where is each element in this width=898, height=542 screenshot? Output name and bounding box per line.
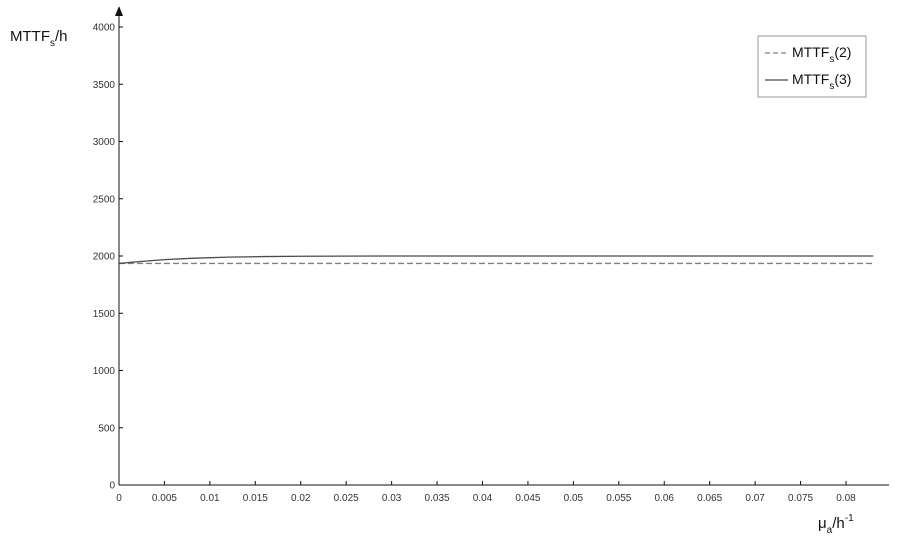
y-axis-title: MTTFs/h: [10, 28, 68, 49]
legend-label-series-2: MTTFs(2): [792, 44, 851, 65]
legend: MTTFs(2) MTTFs(3): [757, 35, 867, 98]
y-tick-label: 3000: [93, 137, 116, 148]
x-tick-label: 0.02: [291, 493, 311, 504]
y-axis-arrow: [115, 6, 123, 16]
x-tick-label: 0.075: [788, 493, 813, 504]
x-tick-label: 0.03: [382, 493, 402, 504]
y-tick-label: 4000: [93, 23, 116, 34]
y-tick-label: 3500: [93, 80, 116, 91]
x-tick-label: 0.01: [200, 493, 220, 504]
x-tick-label: 0.07: [745, 493, 765, 504]
x-tick-label: 0.025: [334, 493, 359, 504]
x-tick-label: 0.06: [655, 493, 675, 504]
y-tick-label: 2500: [93, 194, 116, 205]
x-tick-label: 0.065: [697, 493, 722, 504]
y-tick-label: 1000: [93, 366, 116, 377]
x-tick-label: 0: [116, 493, 122, 504]
x-tick-label: 0.015: [243, 493, 268, 504]
series-lines: [118, 255, 874, 265]
x-tick-label: 0.04: [473, 493, 493, 504]
x-tick-label: 0.05: [564, 493, 584, 504]
y-tick-label: 500: [98, 423, 115, 434]
legend-box: [757, 35, 867, 98]
x-tick-label: 0.08: [836, 493, 856, 504]
ticks: 0 500 1000 1500 2000 2500 3000 3500 4000 0 0.005 0.…: [93, 23, 856, 505]
legend-label-series-3: MTTFs(3): [792, 71, 851, 92]
x-tick-label: 0.055: [606, 493, 631, 504]
y-tick-label: 0: [109, 481, 115, 492]
y-tick-label: 1500: [93, 309, 116, 320]
series-line-3: [118, 255, 874, 265]
y-tick-label: 2000: [93, 252, 116, 263]
x-tick-label: 0.045: [515, 493, 540, 504]
axes: [115, 6, 889, 486]
x-tick-label: 0.035: [425, 493, 450, 504]
x-tick-label: 0.005: [152, 493, 177, 504]
x-axis-title: μa/h-1: [818, 513, 854, 536]
